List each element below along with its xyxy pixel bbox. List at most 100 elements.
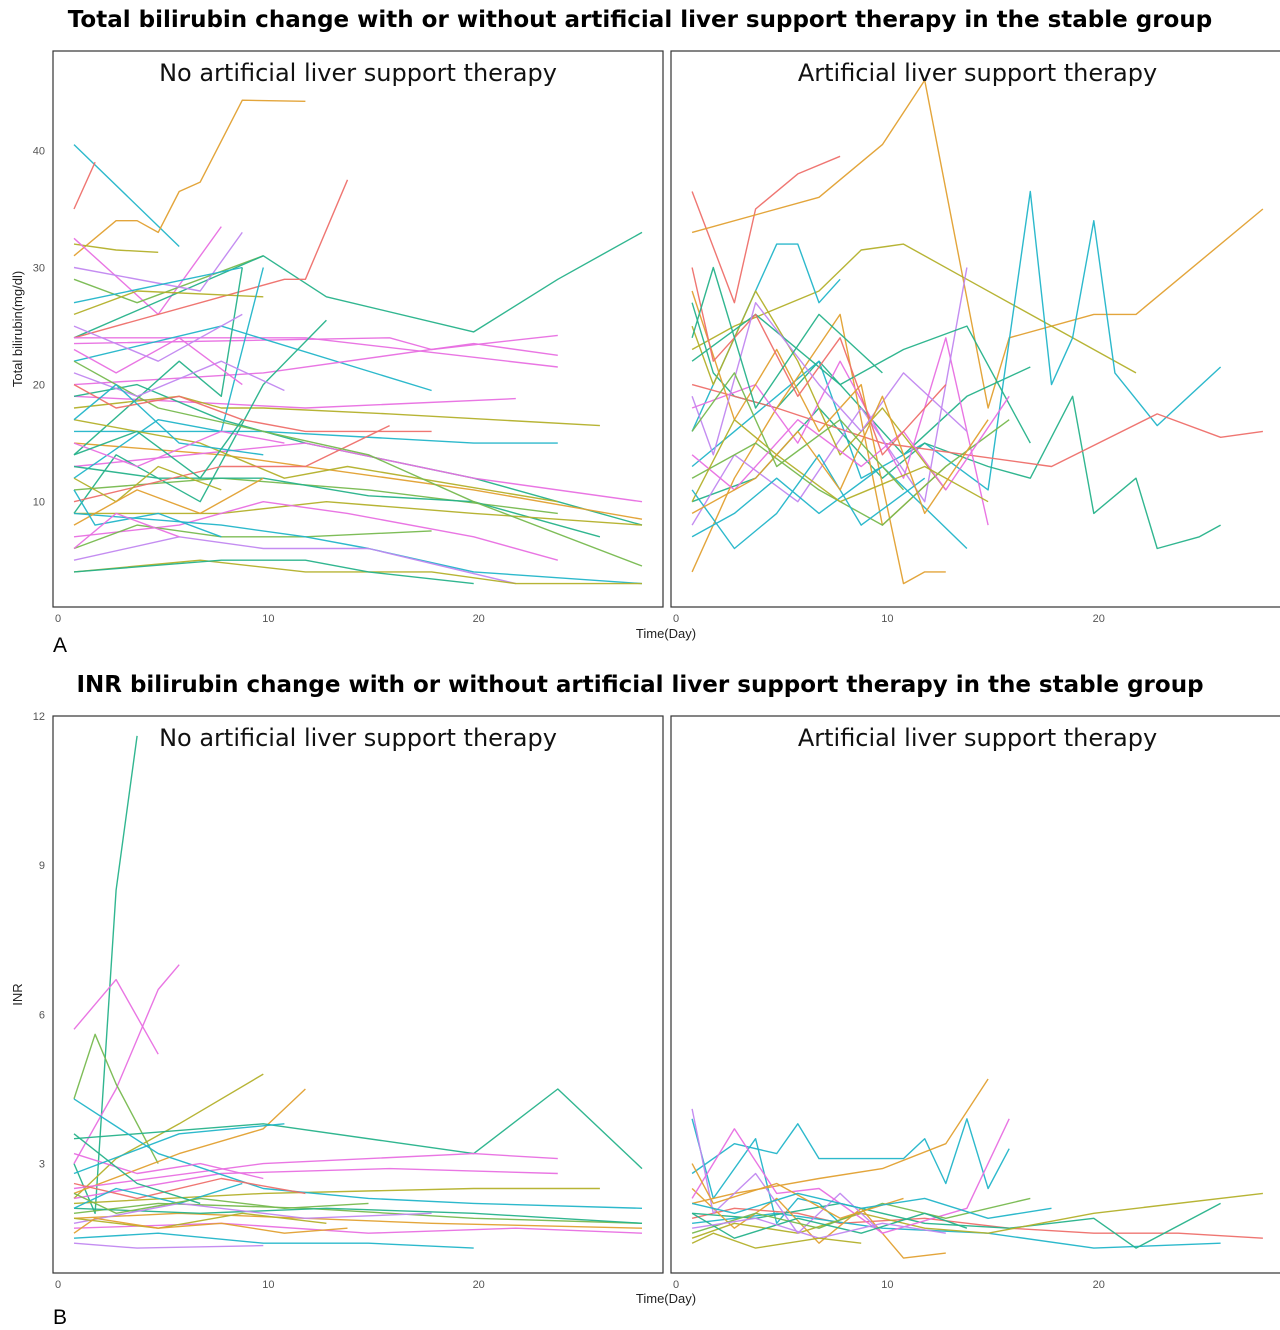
series-line-1-0-5 bbox=[73, 1088, 306, 1195]
series-line-1-0-17 bbox=[73, 1202, 432, 1224]
series-line-0-1-0 bbox=[691, 155, 841, 304]
y-axis-title-1: INR bbox=[10, 983, 25, 1005]
series-line-0-0-29 bbox=[73, 501, 558, 561]
series-line-1-0-6 bbox=[73, 1088, 643, 1170]
series-line-0-1-21 bbox=[691, 266, 883, 409]
series-line-1-0-20 bbox=[73, 1212, 327, 1229]
panel-label-a: A bbox=[53, 634, 68, 657]
series-line-1-0-19 bbox=[73, 1182, 243, 1209]
x-tick-label-0-0-0: 0 bbox=[55, 613, 61, 625]
series-line-1-0-3 bbox=[73, 1033, 159, 1164]
series-line-0-0-8 bbox=[73, 290, 264, 316]
series-line-0-0-18 bbox=[73, 442, 643, 520]
series-line-1-0-13 bbox=[73, 1222, 643, 1234]
facet-title-1-1: Artificial liver support therapy bbox=[798, 724, 1157, 752]
series-line-1-1-15 bbox=[691, 1232, 862, 1249]
series-line-0-1-10 bbox=[691, 267, 968, 526]
series-line-0-0-27 bbox=[73, 424, 390, 503]
y-tick-label-0-30: 30 bbox=[33, 263, 45, 275]
series-line-1-0-9 bbox=[73, 1187, 600, 1205]
series-line-1-0-8 bbox=[73, 1167, 558, 1200]
series-line-1-1-5 bbox=[692, 1202, 1221, 1249]
series-line-0-1-17 bbox=[691, 267, 947, 456]
y-tick-label-1-3: 3 bbox=[39, 1159, 45, 1171]
series-line-0-0-25 bbox=[73, 419, 558, 503]
series-line-0-0-4 bbox=[73, 226, 222, 316]
series-line-0-0-14 bbox=[73, 342, 558, 386]
series-line-0-1-20 bbox=[691, 454, 926, 550]
x-tick-label-0-1-10: 10 bbox=[881, 613, 893, 625]
series-line-0-0-44 bbox=[73, 419, 243, 479]
series-line-1-1-6 bbox=[691, 1192, 1263, 1239]
series-line-0-0-31 bbox=[73, 512, 643, 585]
series-line-0-0-21 bbox=[73, 477, 558, 515]
x-axis-title-1: Time(Day) bbox=[636, 1291, 696, 1306]
series-line-0-0-23 bbox=[73, 267, 243, 456]
series-line-1-1-1 bbox=[691, 1118, 1010, 1190]
series-line-0-1-14 bbox=[691, 465, 968, 550]
series-line-1-1-9 bbox=[691, 1118, 1010, 1234]
series-line-0-0-39 bbox=[73, 430, 285, 468]
series-line-1-0-24 bbox=[73, 1123, 285, 1175]
chart-a-title: Total bilirubin change with or without a… bbox=[67, 7, 1213, 33]
series-line-0-0-28 bbox=[74, 501, 643, 526]
series-line-0-0-15 bbox=[73, 395, 516, 409]
series-line-1-0-10 bbox=[73, 1098, 643, 1209]
series-line-0-0-37 bbox=[73, 360, 285, 397]
series-line-0-1-18 bbox=[691, 419, 989, 503]
series-line-0-0-33 bbox=[73, 559, 642, 585]
series-line-0-1-19 bbox=[691, 302, 968, 456]
series-line-0-0-36 bbox=[73, 383, 432, 433]
series-line-0-0-26 bbox=[73, 465, 601, 538]
series-line-1-1-2 bbox=[691, 1078, 989, 1205]
series-line-0-0-19 bbox=[74, 430, 558, 444]
series-line-0-1-7 bbox=[691, 383, 1263, 468]
series-line-1-1-14 bbox=[691, 1192, 1052, 1220]
series-line-1-0-16 bbox=[73, 1207, 643, 1224]
series-line-0-1-2 bbox=[691, 243, 1137, 374]
panel-border-0-1 bbox=[670, 50, 1280, 608]
series-line-0-0-34 bbox=[73, 559, 474, 585]
y-tick-label-0-40: 40 bbox=[33, 145, 45, 157]
y-tick-label-0-20: 20 bbox=[33, 380, 45, 392]
series-line-0-0-12 bbox=[73, 334, 558, 351]
series-line-1-1-12 bbox=[691, 1163, 904, 1220]
series-line-1-0-7 bbox=[73, 1152, 558, 1190]
series-line-0-1-5 bbox=[691, 190, 1222, 491]
series-line-0-0-35 bbox=[73, 360, 643, 567]
chart-b-title: INR bilirubin change with or without art… bbox=[76, 672, 1204, 698]
panel-border-1-0 bbox=[52, 715, 664, 1274]
series-line-0-1-22 bbox=[691, 395, 989, 515]
x-tick-label-1-0-10: 10 bbox=[262, 1279, 274, 1291]
series-line-0-0-10 bbox=[73, 266, 243, 304]
series-line-0-1-23 bbox=[691, 372, 905, 491]
series-line-0-0-41 bbox=[73, 477, 264, 526]
series-line-1-0-22 bbox=[73, 1152, 264, 1180]
x-tick-label-0-1-0: 0 bbox=[673, 613, 679, 625]
series-line-0-1-6 bbox=[691, 395, 1221, 550]
series-line-1-0-15 bbox=[73, 1242, 264, 1249]
series-line-0-0-30 bbox=[73, 524, 432, 550]
series-line-0-0-46 bbox=[73, 313, 243, 362]
series-line-1-0-21 bbox=[73, 1192, 369, 1215]
series-line-1-0-2 bbox=[73, 964, 180, 1164]
series-line-0-1-1 bbox=[691, 79, 1264, 409]
series-line-1-0-4 bbox=[73, 1073, 264, 1199]
y-tick-label-1-9: 9 bbox=[39, 860, 45, 872]
series-line-0-0-43 bbox=[73, 512, 180, 550]
series-line-0-0-7 bbox=[73, 179, 349, 339]
series-line-1-1-10 bbox=[691, 1197, 1031, 1234]
facet-title-1-0: No artificial liver support therapy bbox=[159, 724, 557, 752]
series-line-0-0-20 bbox=[73, 442, 643, 503]
series-line-0-0-11 bbox=[74, 337, 558, 368]
series-line-1-0-25 bbox=[73, 1133, 201, 1205]
series-line-0-0-22 bbox=[73, 319, 327, 514]
series-line-0-0-42 bbox=[73, 489, 222, 538]
panel-border-0-0 bbox=[52, 50, 664, 608]
series-line-0-0-16 bbox=[73, 395, 600, 427]
y-tick-label-1-12: 12 bbox=[33, 711, 45, 723]
x-tick-label-0-0-20: 20 bbox=[473, 613, 485, 625]
facet-title-0-0: No artificial liver support therapy bbox=[159, 59, 557, 87]
x-tick-label-1-0-20: 20 bbox=[473, 1279, 485, 1291]
